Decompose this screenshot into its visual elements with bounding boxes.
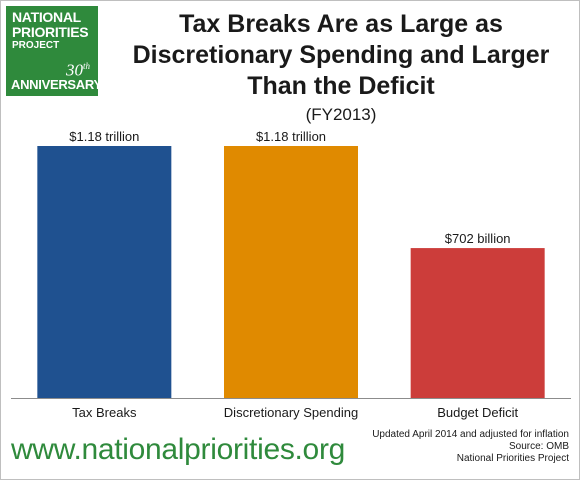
note-updated: Updated April 2014 and adjusted for infl… [372,429,569,440]
category-label-tax-breaks: Tax Breaks [72,405,137,420]
bar-discretionary-spending [224,146,358,398]
website-url: www.nationalpriorities.org [11,433,346,466]
bar-budget-deficit [410,248,545,398]
note-org: National Priorities Project [456,453,569,464]
chart-subtitle: (FY2013) [305,105,377,124]
data-label-discretionary-spending: $1.18 trillion [256,129,326,144]
bar-tax-breaks [37,146,172,398]
bars-group [37,146,545,398]
data-label-budget-deficit: $702 billion [445,231,511,246]
logo-line-project: PROJECT [12,40,60,51]
note-source: Source: OMB [508,441,569,452]
source-notes: Updated April 2014 and adjusted for infl… [372,429,569,465]
logo-line-national: NATIONAL [12,9,81,25]
chart-title: Tax Breaks Are as Large as Discretionary… [132,10,550,100]
logo-line-priorities: PRIORITIES [12,24,89,40]
logo-anniversary-digits: 30 [65,60,83,80]
logo-anniversary-suffix: th [82,61,90,71]
logo-anniversary-label: ANNIVERSARY [11,77,102,92]
labels-group: $1.18 trillion Tax Breaks $1.18 trillion Di… [69,129,518,420]
npp-anniversary-logo: NATIONAL PRIORITIES PROJECT 30th ANNIVER… [6,6,102,96]
category-label-budget-deficit: Budget Deficit [437,405,518,420]
category-label-discretionary-spending: Discretionary Spending [224,405,358,420]
logo-anniversary-number: 30th [66,58,90,79]
data-label-tax-breaks: $1.18 trillion [69,129,139,144]
